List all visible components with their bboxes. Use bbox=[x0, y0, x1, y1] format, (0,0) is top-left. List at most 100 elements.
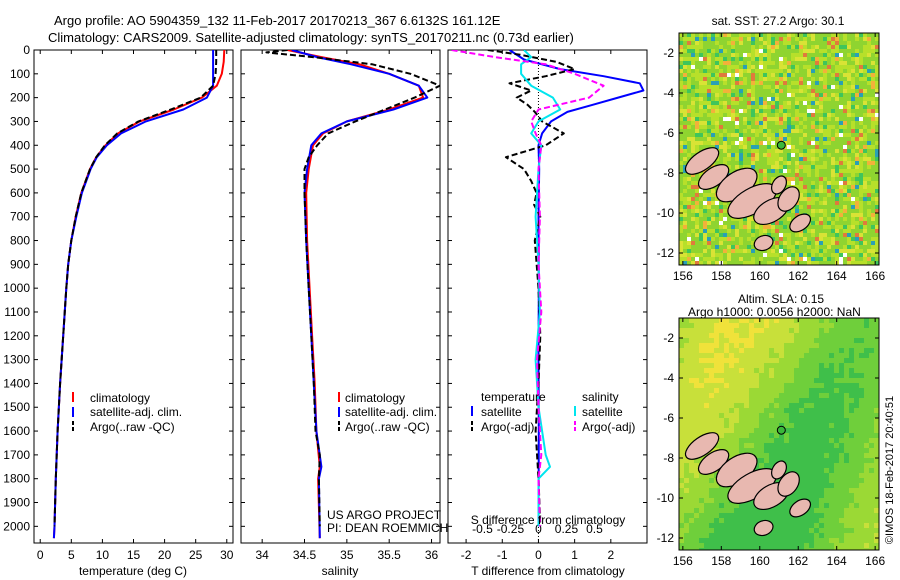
map-cell bbox=[784, 503, 790, 509]
map-cell bbox=[844, 438, 850, 444]
map-cell bbox=[763, 125, 768, 130]
map-cell bbox=[699, 328, 705, 334]
map-cell bbox=[815, 149, 820, 154]
map-cell bbox=[783, 85, 788, 90]
map-cell bbox=[794, 438, 800, 444]
map-cell bbox=[843, 97, 848, 102]
map-cell bbox=[754, 383, 760, 389]
map-cell bbox=[679, 428, 685, 434]
map-cell bbox=[727, 49, 732, 54]
map-cell bbox=[719, 101, 724, 106]
map-cell bbox=[731, 101, 736, 106]
map-cell bbox=[807, 197, 812, 202]
map-cell bbox=[755, 149, 760, 154]
map-cell bbox=[875, 105, 879, 110]
map-cell bbox=[694, 473, 700, 479]
map-cell bbox=[859, 105, 864, 110]
map-cell bbox=[829, 523, 835, 529]
map-cell bbox=[689, 533, 695, 539]
map-cell bbox=[707, 129, 712, 134]
x-tick-label: -1 bbox=[497, 548, 508, 562]
map-cell bbox=[704, 478, 710, 484]
map-cell bbox=[739, 383, 745, 389]
map-cell bbox=[867, 65, 872, 70]
map-cell bbox=[715, 209, 720, 214]
map-cell bbox=[787, 177, 792, 182]
map-cell bbox=[799, 117, 804, 122]
map-cell bbox=[819, 533, 825, 539]
map-cell bbox=[835, 49, 840, 54]
map-cell bbox=[863, 241, 868, 246]
map-cell bbox=[695, 117, 700, 122]
map-cell bbox=[799, 185, 804, 190]
map-cell bbox=[739, 503, 745, 509]
map-cell bbox=[744, 528, 750, 534]
map-cell bbox=[823, 141, 828, 146]
map-cell bbox=[749, 343, 755, 349]
map-cell bbox=[829, 403, 835, 409]
map-cell bbox=[775, 137, 780, 142]
map-cell bbox=[709, 473, 715, 479]
map-cell bbox=[759, 428, 765, 434]
map-cell bbox=[855, 141, 860, 146]
map-cell bbox=[743, 93, 748, 98]
map-cell bbox=[807, 181, 812, 186]
map-cell bbox=[843, 77, 848, 82]
map-cell bbox=[855, 193, 860, 198]
map-cell bbox=[851, 137, 856, 142]
map-cell bbox=[679, 157, 684, 162]
map-cell bbox=[839, 318, 845, 324]
map-cell bbox=[807, 57, 812, 62]
map-cell bbox=[769, 458, 775, 464]
map-cell bbox=[859, 101, 864, 106]
map-cell bbox=[859, 483, 865, 489]
map-cell bbox=[784, 383, 790, 389]
map-cell bbox=[691, 177, 696, 182]
map-cell bbox=[759, 378, 765, 384]
map-cell bbox=[779, 93, 784, 98]
map-cell bbox=[695, 33, 700, 38]
map-cell bbox=[839, 189, 844, 194]
map-cell bbox=[819, 318, 825, 324]
map-cell bbox=[824, 433, 830, 439]
map-cell bbox=[819, 368, 825, 374]
map-cell bbox=[855, 249, 860, 254]
map-cell bbox=[839, 181, 844, 186]
map-cell bbox=[789, 408, 795, 414]
map-cell bbox=[804, 338, 810, 344]
map-cell bbox=[739, 363, 745, 369]
map-cell bbox=[859, 428, 865, 434]
map-cell bbox=[715, 41, 720, 46]
map-cell bbox=[829, 368, 835, 374]
map-cell bbox=[863, 101, 868, 106]
map-cell bbox=[763, 53, 768, 58]
map-cell bbox=[869, 428, 875, 434]
map-cell bbox=[844, 328, 850, 334]
map-cell bbox=[759, 69, 764, 74]
map-cell bbox=[829, 388, 835, 394]
map-cell bbox=[707, 65, 712, 70]
pi-credit: PI: DEAN ROEMMICH bbox=[327, 521, 448, 535]
map-cell bbox=[799, 41, 804, 46]
map-cell bbox=[779, 89, 784, 94]
map-cell bbox=[724, 388, 730, 394]
map-cell bbox=[724, 348, 730, 354]
map-cell bbox=[763, 137, 768, 142]
map-cell bbox=[847, 169, 852, 174]
map-cell bbox=[763, 229, 768, 234]
map-cell bbox=[743, 57, 748, 62]
map-cell bbox=[819, 125, 824, 130]
map-cell bbox=[835, 145, 840, 150]
map-cell bbox=[834, 453, 840, 459]
map-cell bbox=[804, 458, 810, 464]
map-cell bbox=[799, 69, 804, 74]
map-cell bbox=[803, 33, 808, 38]
map-cell bbox=[715, 133, 720, 138]
map-cell bbox=[864, 423, 870, 429]
map-cell bbox=[859, 57, 864, 62]
map-cell bbox=[764, 373, 770, 379]
map-cell bbox=[771, 65, 776, 70]
map-cell bbox=[731, 229, 736, 234]
map-cell bbox=[684, 488, 690, 494]
map-cell bbox=[703, 189, 708, 194]
